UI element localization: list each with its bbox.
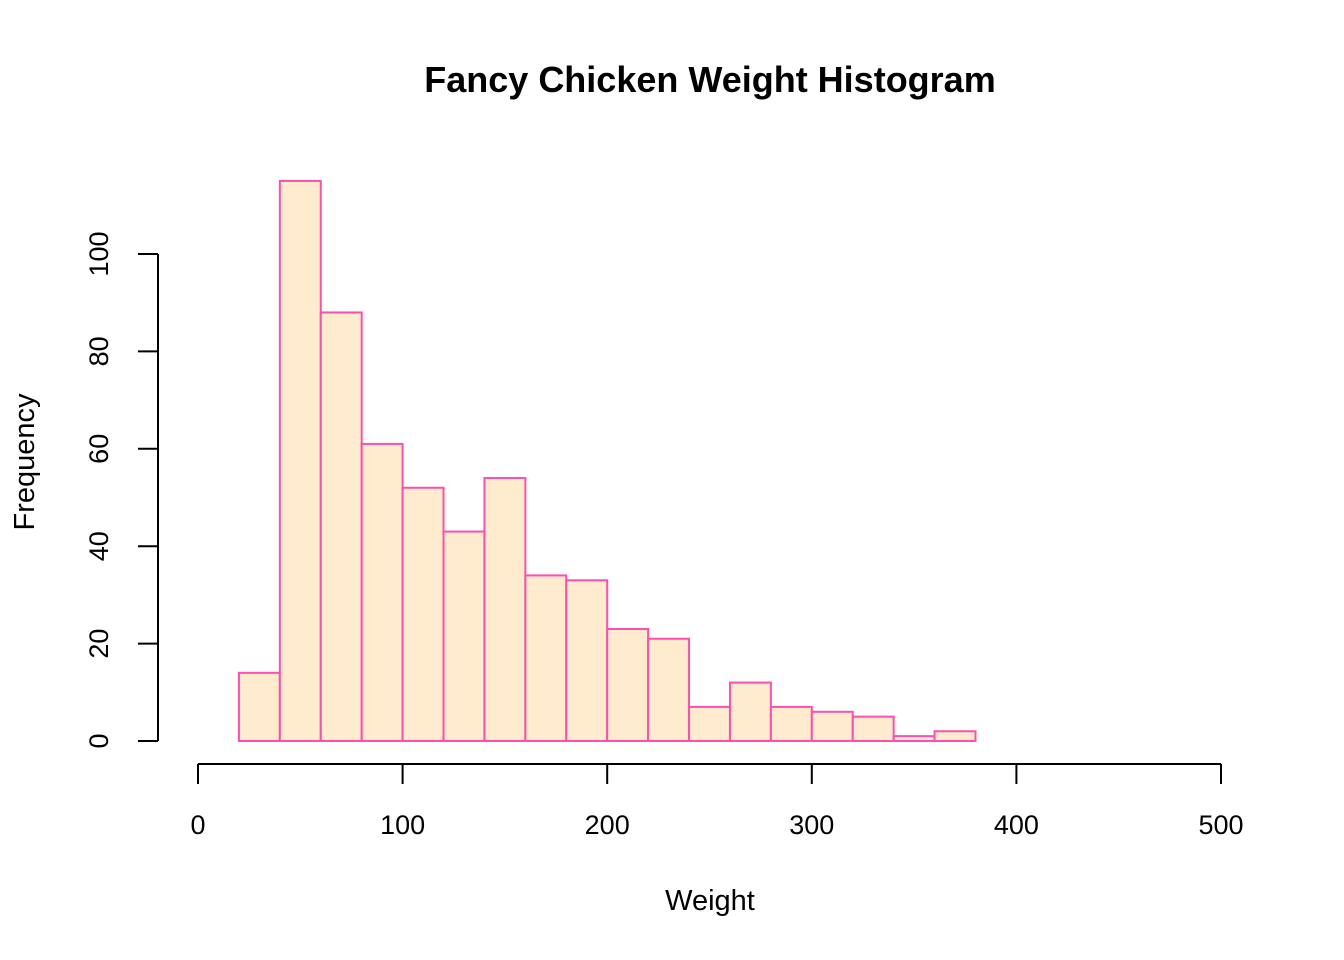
histogram-bar <box>401 486 445 743</box>
y-axis-label: Frequency <box>9 393 41 531</box>
histogram-bar <box>360 442 404 742</box>
histogram-bar <box>442 530 486 743</box>
x-axis: 0 100 200 300 400 500 <box>190 763 1244 840</box>
histogram-bar <box>483 477 527 742</box>
bars-group <box>237 179 977 743</box>
histogram-bar <box>565 579 609 742</box>
chart-title: Fancy Chicken Weight Histogram <box>424 59 995 100</box>
histogram-bar <box>688 705 731 742</box>
x-tick-label: 400 <box>994 810 1039 840</box>
y-tick-label: 0 <box>84 733 114 748</box>
histogram-bar <box>892 735 936 743</box>
x-tick-label: 0 <box>190 810 205 840</box>
histogram-bar <box>606 627 650 742</box>
histogram-bar <box>237 671 281 743</box>
x-tick-label: 200 <box>585 810 630 840</box>
histogram-bar <box>933 730 977 743</box>
y-tick-label: 80 <box>84 336 114 366</box>
histogram-bar <box>647 637 691 742</box>
y-tick-label: 40 <box>84 531 114 561</box>
histogram-bar <box>851 715 895 743</box>
y-tick-label: 20 <box>84 629 114 659</box>
y-tick-label: 100 <box>84 231 114 276</box>
x-tick-label: 100 <box>380 810 425 840</box>
y-axis: 0 20 40 60 80 100 <box>84 231 159 749</box>
histogram-bar <box>319 311 363 742</box>
histogram-bar <box>524 574 568 742</box>
x-axis-label: Weight <box>665 885 755 917</box>
histogram-bar <box>769 705 813 742</box>
histogram-bar <box>728 681 772 742</box>
y-tick-label: 60 <box>84 434 114 464</box>
histogram-bar <box>278 179 322 742</box>
x-tick-label: 300 <box>789 810 834 840</box>
x-tick-label: 500 <box>1198 810 1243 840</box>
histogram-bar <box>810 710 854 743</box>
